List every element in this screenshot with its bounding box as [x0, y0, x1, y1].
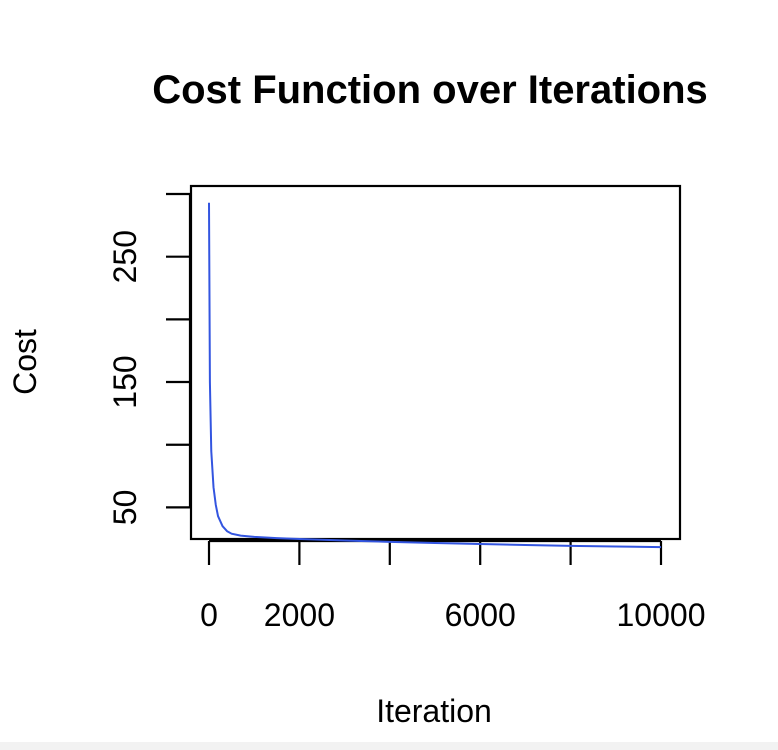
y-tick-label: 50: [107, 490, 143, 526]
x-tick-label: 0: [200, 597, 218, 633]
y-axis-title: Cost: [7, 329, 43, 395]
plot-frame: [189, 184, 682, 541]
y-tick-label: 150: [107, 355, 143, 408]
bottom-strip: [0, 742, 778, 750]
chart-title: Cost Function over Iterations: [152, 68, 708, 112]
series-line-0: [208, 202, 662, 549]
x-tick-label: 6000: [445, 597, 516, 633]
x-axis: 0 2000 6000 10000: [200, 539, 706, 633]
x-axis-title: Iteration: [376, 693, 492, 729]
y-axis: 50 150 250: [107, 192, 192, 526]
x-tick-label: 10000: [617, 597, 706, 633]
x-tick-label: 2000: [264, 597, 335, 633]
y-tick-label: 250: [107, 230, 143, 283]
series-layer: [208, 202, 662, 549]
